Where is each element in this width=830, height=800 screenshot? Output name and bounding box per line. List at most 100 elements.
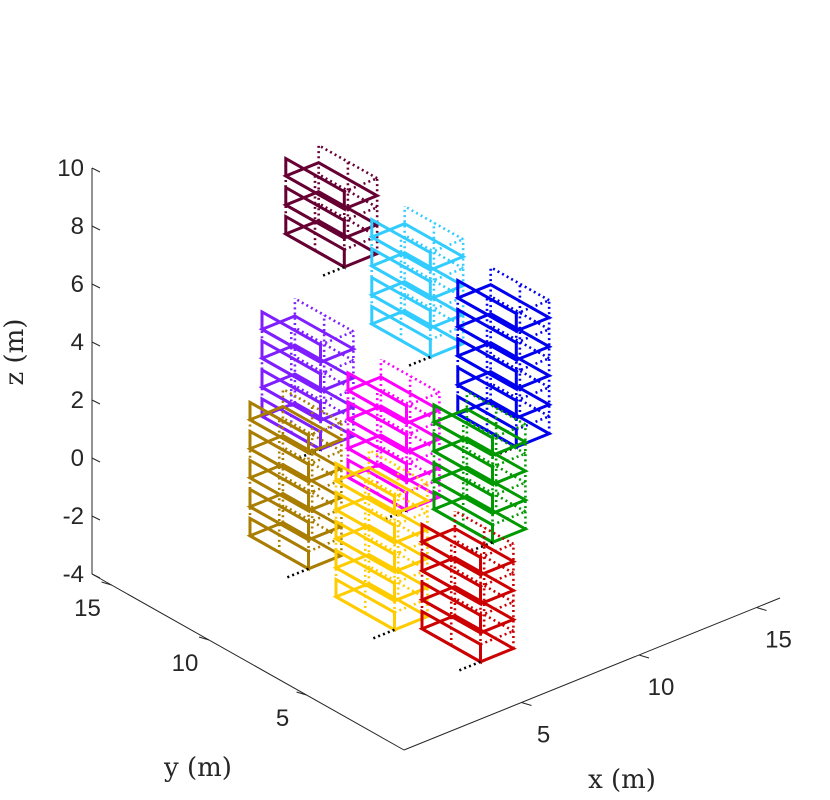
z-tick: [91, 283, 101, 289]
module-brace: [454, 567, 515, 604]
module-brace: [394, 568, 428, 585]
z-tick: [91, 341, 101, 347]
module-frame: [432, 431, 494, 487]
ground-connector: [372, 628, 395, 640]
y-tick-label: 10: [172, 650, 199, 677]
module-frame: [346, 428, 408, 484]
module-frame: [370, 246, 432, 302]
z-tick-label: 4: [71, 329, 84, 356]
module-brace: [515, 357, 550, 373]
axes: 5 10 15 5 10 15 -4 -2 0 2 4 6 8 10: [57, 155, 792, 751]
module-brace: [404, 234, 464, 270]
module-brace: [282, 445, 343, 482]
module-brace: [343, 235, 378, 251]
module-frame: [370, 217, 432, 273]
x-tick-label: 10: [648, 674, 675, 701]
module-frame: [420, 550, 482, 607]
module-brace: [492, 452, 526, 469]
module-brace: [429, 267, 464, 283]
z-tick: [91, 515, 101, 521]
module-brace: [466, 448, 527, 484]
module-frame: [284, 156, 346, 212]
z-tick-label: 2: [71, 387, 84, 414]
data-layer: [246, 144, 553, 672]
module-brace: [318, 202, 378, 238]
module-brace: [515, 299, 550, 315]
module-frame: [248, 399, 310, 456]
module-brace: [454, 596, 515, 633]
ground-connector: [286, 567, 309, 579]
module-brace: [318, 173, 378, 209]
module-frame: [420, 608, 482, 665]
module-frame: [260, 309, 322, 365]
module-brace: [515, 328, 550, 344]
module-brace: [490, 382, 550, 418]
module-brace: [282, 416, 343, 453]
module-frame: [334, 489, 396, 546]
module-brace: [466, 390, 527, 426]
z-axis-label: z (m): [0, 319, 30, 386]
module-brace: [394, 510, 428, 527]
module-brace: [454, 509, 515, 546]
module-brace: [368, 477, 429, 514]
module-brace: [282, 503, 343, 540]
module-frame: [334, 576, 396, 633]
module-brace: [490, 353, 550, 389]
y-axis-line: [91, 573, 405, 751]
y-tick: [296, 691, 307, 696]
module-brace: [282, 474, 343, 511]
module-brace: [294, 384, 355, 420]
module-brace: [318, 144, 378, 180]
y-axis-label: y (m): [163, 753, 232, 783]
module-brace: [394, 539, 428, 556]
module-brace: [282, 387, 343, 424]
module-brace: [454, 538, 515, 575]
module-frame: [456, 307, 518, 363]
ground-connector: [458, 660, 481, 672]
z-tick-label: -4: [63, 561, 84, 588]
module-frame: [334, 547, 396, 604]
series-group: [246, 387, 345, 579]
z-tick: [91, 573, 101, 579]
module-frame: [260, 338, 322, 394]
module-frame: [420, 521, 482, 578]
module-brace: [368, 448, 429, 485]
z-tick: [91, 225, 101, 231]
module-brace: [343, 206, 378, 222]
module-brace: [429, 238, 464, 254]
module-brace: [368, 535, 429, 572]
module-brace: [466, 419, 527, 455]
module-frame: [370, 304, 432, 360]
module-brace: [380, 445, 441, 481]
z-tick-label: 0: [71, 445, 84, 472]
module-frame: [370, 275, 432, 331]
module-frame: [420, 579, 482, 636]
z-tick-label: -2: [63, 503, 84, 530]
module-brace: [380, 387, 441, 423]
x-axis-label: x (m): [588, 765, 656, 795]
module-frame: [260, 367, 322, 423]
module-frame: [456, 278, 518, 334]
series-group: [430, 390, 529, 553]
module-brace: [480, 600, 514, 617]
z-tick-label: 8: [71, 213, 84, 240]
module-brace: [490, 324, 550, 360]
module-frame: [248, 428, 310, 485]
module-brace: [404, 205, 464, 241]
module-frame: [456, 365, 518, 421]
module-frame: [248, 457, 310, 514]
module-frame: [334, 460, 396, 517]
x-tick: [756, 607, 767, 611]
module-frame: [248, 515, 310, 572]
module-frame: [284, 185, 346, 241]
y-tick-label: 5: [276, 705, 289, 732]
module-brace: [308, 536, 342, 553]
module-frame: [432, 460, 494, 516]
ground-connector: [322, 265, 345, 277]
module-frame: [260, 396, 322, 452]
axis-labels: x (m) y (m) z (m): [0, 319, 656, 795]
x-axis-line: [403, 597, 781, 751]
ground-connector: [470, 541, 493, 553]
module-brace: [515, 386, 550, 402]
